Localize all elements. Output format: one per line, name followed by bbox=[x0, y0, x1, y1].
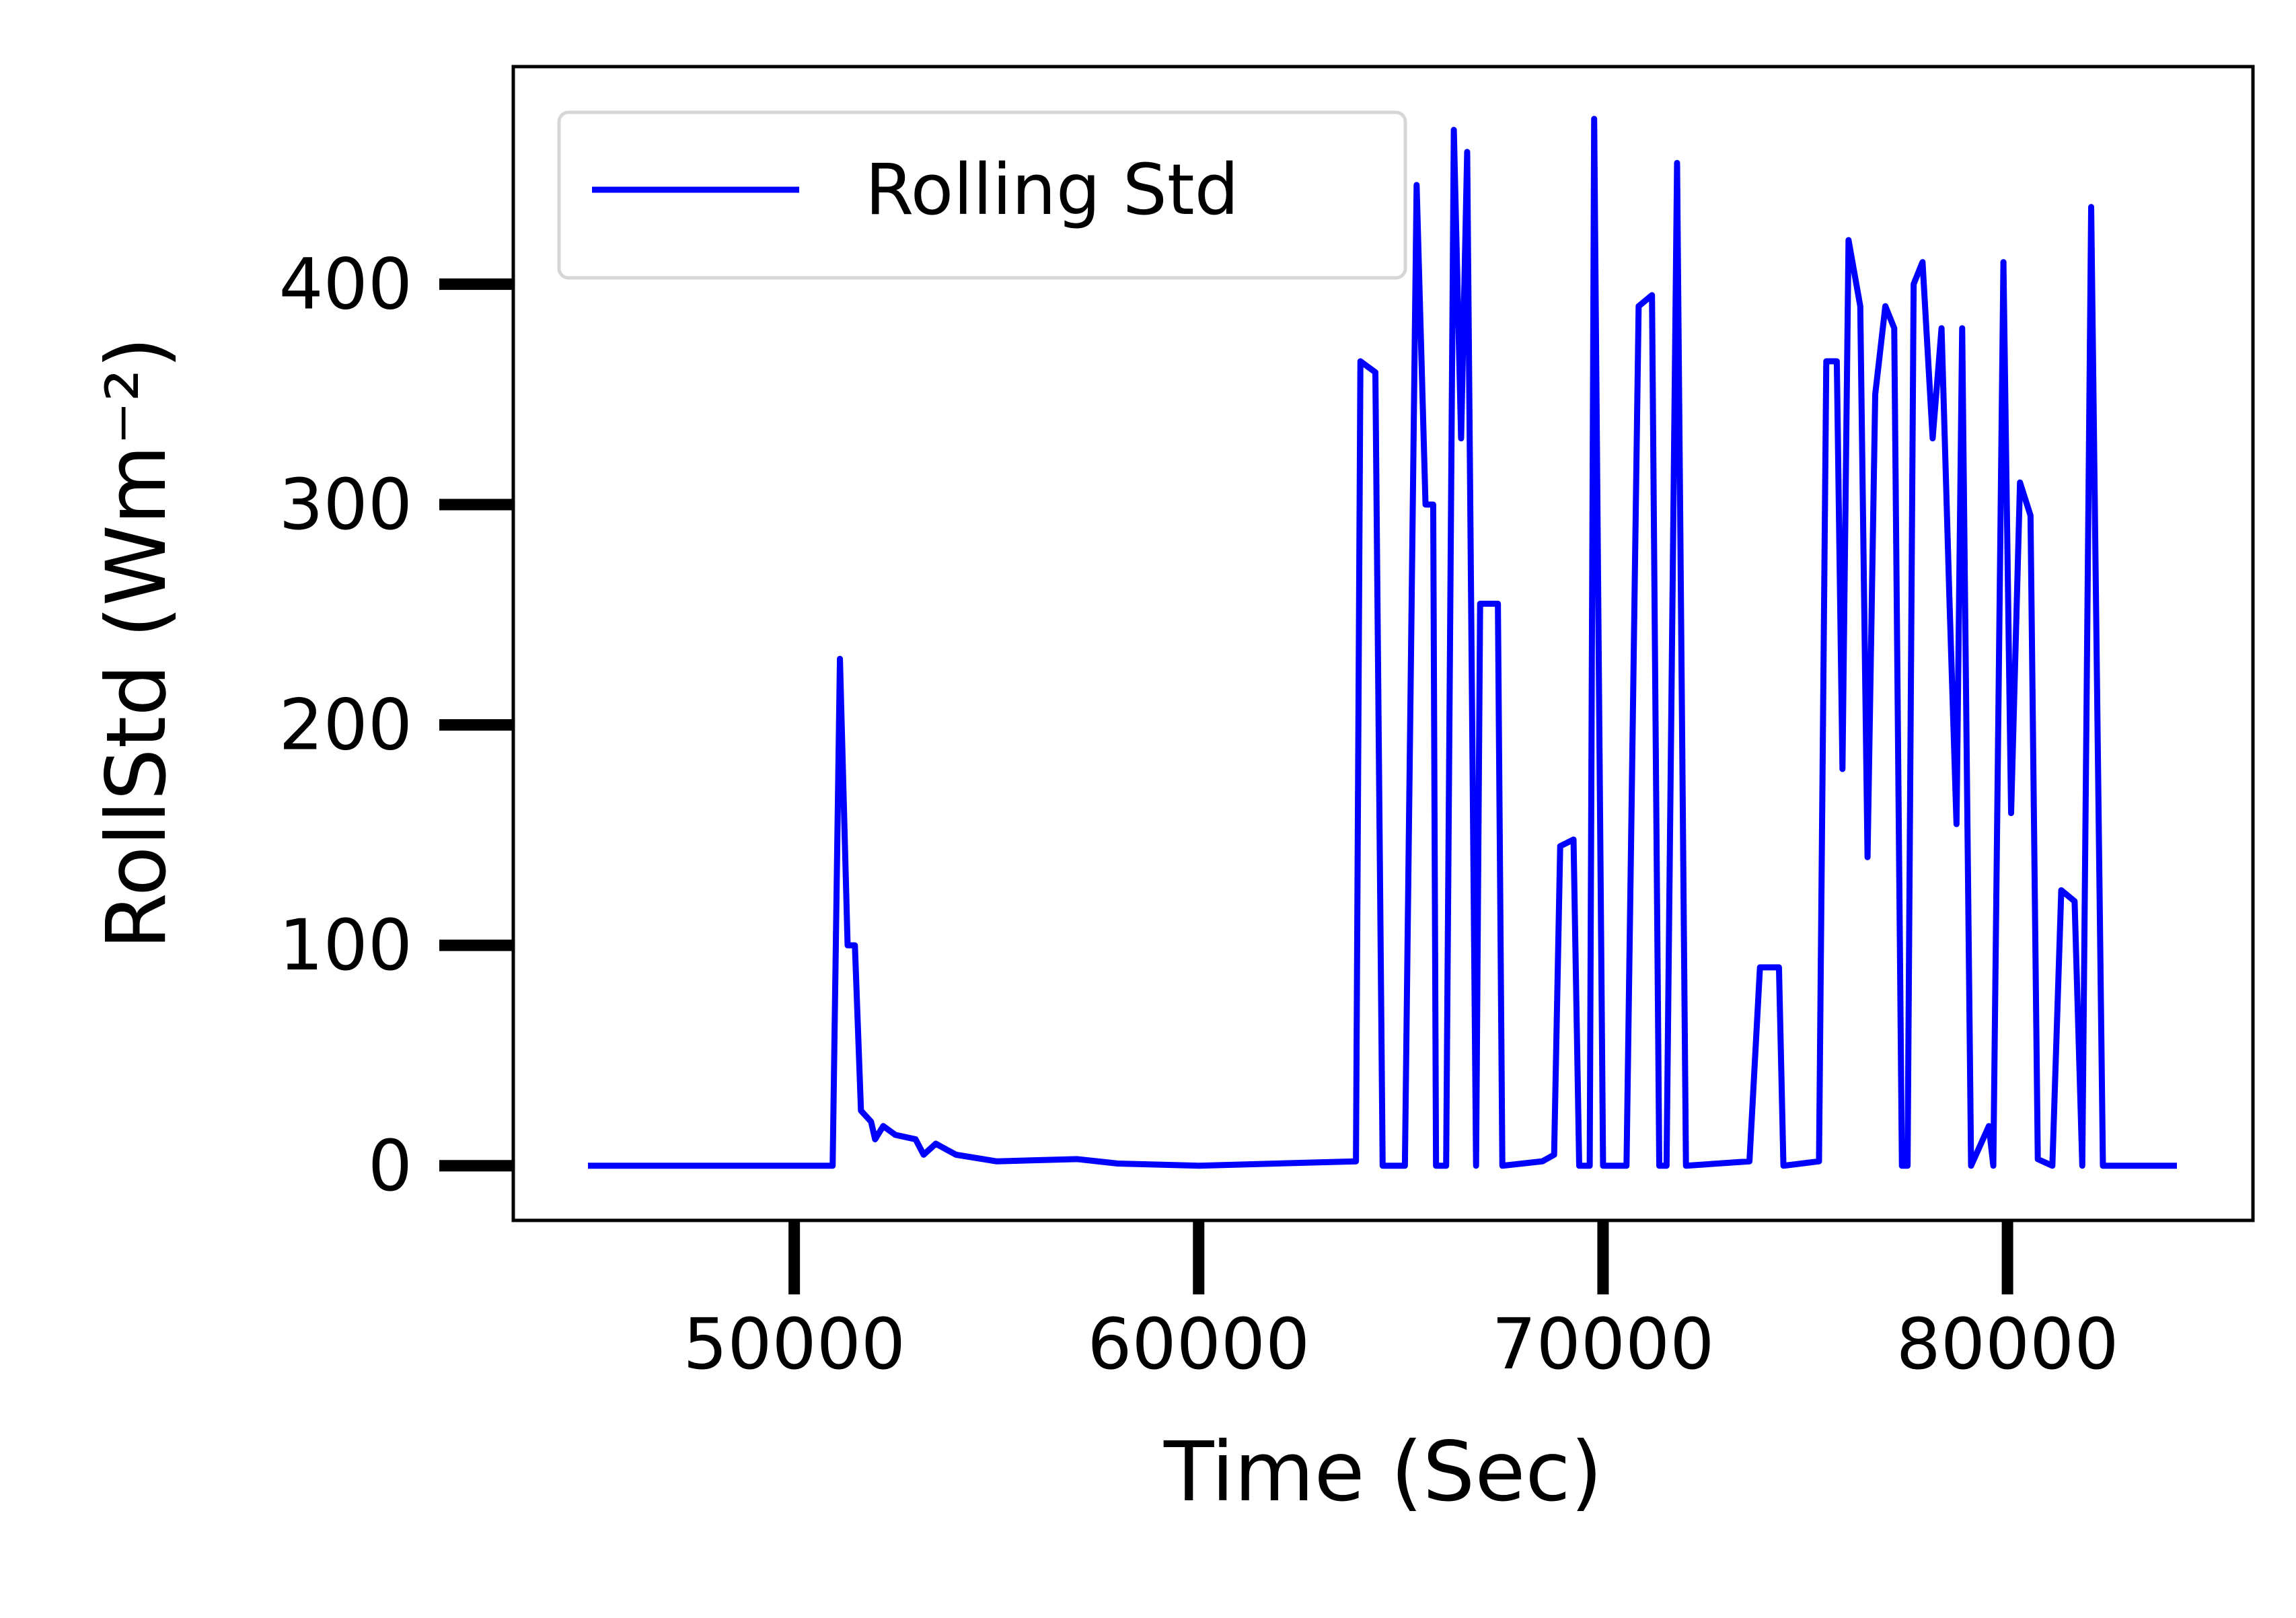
y-axis-label: RollStd (Wm⁻²) bbox=[89, 336, 184, 949]
x-tick-label: 80000 bbox=[1896, 1303, 2119, 1385]
legend-box bbox=[557, 110, 1407, 280]
y-tick-label: 200 bbox=[279, 684, 412, 766]
axes-frame bbox=[511, 65, 2255, 1222]
x-tick-label: 50000 bbox=[683, 1303, 905, 1385]
y-tick-label: 300 bbox=[279, 464, 412, 546]
data-line bbox=[588, 116, 2177, 1169]
legend: Rolling Std bbox=[557, 110, 1407, 280]
y-tick-label: 0 bbox=[368, 1125, 412, 1207]
y-tick-label: 400 bbox=[279, 243, 412, 325]
x-axis-label: Time (Sec) bbox=[1163, 1424, 1602, 1520]
x-tick-label: 60000 bbox=[1087, 1303, 1310, 1385]
legend-label: Rolling Std bbox=[865, 149, 1239, 231]
y-tick-label: 100 bbox=[279, 904, 412, 986]
plot-area bbox=[588, 116, 2177, 1169]
x-tick-label: 70000 bbox=[1492, 1303, 1715, 1385]
